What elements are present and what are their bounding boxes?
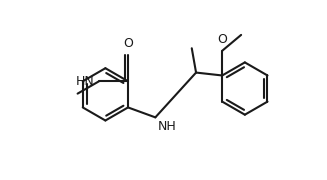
Text: O: O bbox=[123, 37, 133, 50]
Text: O: O bbox=[217, 33, 227, 46]
Text: NH: NH bbox=[158, 120, 177, 133]
Text: HN: HN bbox=[76, 75, 95, 88]
